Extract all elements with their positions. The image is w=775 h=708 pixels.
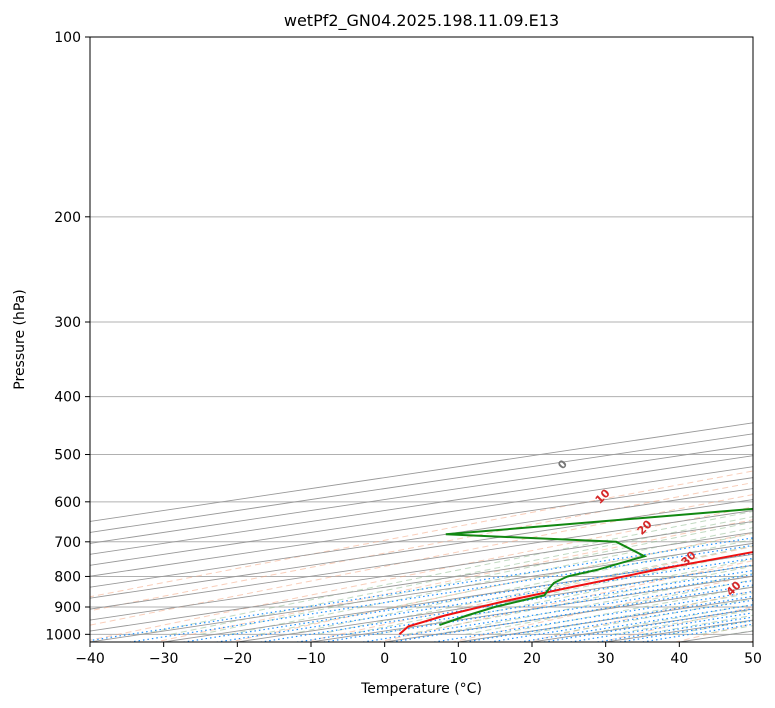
isotherm [90,477,753,577]
moist-adiabat [141,510,753,635]
dry-adiabat [227,532,753,642]
x-axis-label: Temperature (°C) [360,681,482,697]
moist-adiabat [406,565,753,635]
pressure-gridlines [90,37,753,635]
mixing-ratio-line [213,557,753,642]
y-tick-label: 200 [54,210,81,226]
y-tick-label: 900 [54,600,81,616]
mixing-ratio-line [616,619,753,642]
y-tick-label: 300 [54,315,81,331]
isotherm [90,455,753,555]
isotherm [90,499,753,599]
x-tick-label: −10 [296,651,326,667]
x-tick-label: 30 [597,651,615,667]
dry-adiabat [90,482,753,612]
y-tick-label: 700 [54,535,81,551]
y-tick-label: 600 [54,495,81,511]
isotherm [90,531,753,632]
mixing-ratio-line [257,564,753,642]
dry-adiabat [450,574,753,642]
y-tick-label: 100 [54,30,81,46]
isotherm [90,510,753,610]
moist-adiabat [288,538,753,635]
y-tick-label: 400 [54,390,81,406]
x-tick-label: 40 [670,651,688,667]
chart-title: wetPf2_GN04.2025.198.11.09.E13 [284,11,559,31]
y-tick-label: 1000 [45,627,81,643]
profile-lines [398,507,753,636]
x-tick-label: 50 [744,651,762,667]
moist-adiabat [200,521,753,635]
mixing-ratio-line [593,616,753,642]
mixing-ratio-line [566,612,753,642]
x-tick-label: −30 [149,651,179,667]
x-tick-label: −20 [223,651,253,667]
dry-adiabat [90,470,753,598]
moist-adiabat [170,516,753,635]
isotherm [90,488,753,588]
isotherm [90,444,753,544]
y-tick-label: 800 [54,569,81,585]
y-axis-ticks: 100 200 300 400 500 600 700 800 900 1000 [45,30,90,643]
profile-line [439,507,753,627]
isotherm [90,520,753,621]
moist-adiabat [436,572,753,635]
x-axis-ticks: −40 −30 −20 −10 0 10 20 30 40 50 [75,642,762,667]
isotherms [90,422,753,642]
x-tick-label: 20 [523,651,541,667]
plot-area: -100-90-80-70-60-50-40-30-20-10 [90,37,753,642]
mixing-ratio-line [180,552,753,642]
y-tick-label: 500 [54,448,81,464]
y-axis-label: Pressure (hPa) [12,289,28,389]
x-tick-label: −40 [75,651,105,667]
x-tick-label: 0 [380,651,389,667]
x-tick-label: 10 [449,651,467,667]
plot-frame [89,36,754,643]
isotherm [90,466,753,566]
